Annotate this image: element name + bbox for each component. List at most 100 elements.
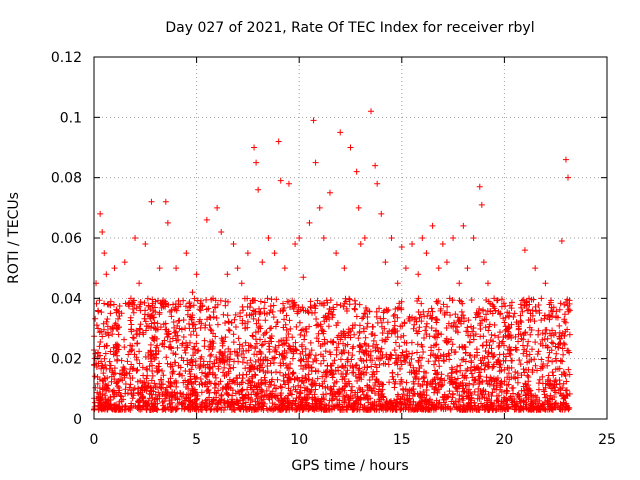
data-point (346, 295, 353, 302)
data-point (191, 346, 198, 353)
data-point (144, 322, 151, 329)
data-point (106, 365, 113, 372)
data-point (329, 311, 336, 318)
data-point (306, 388, 313, 395)
data-point (556, 306, 563, 313)
data-point (495, 356, 502, 363)
data-point (160, 381, 167, 388)
data-point (317, 360, 324, 367)
data-point (257, 323, 264, 330)
data-point (561, 316, 568, 323)
data-point (192, 358, 199, 365)
data-point-peak (162, 198, 169, 205)
data-point (372, 344, 379, 351)
data-point-peak (558, 238, 565, 245)
data-point-peak (497, 310, 504, 317)
data-point (400, 332, 407, 339)
data-point (225, 319, 232, 326)
data-point (104, 323, 111, 330)
data-point (104, 385, 111, 392)
data-point-peak (203, 216, 210, 223)
data-point-peak (419, 235, 426, 241)
data-point (273, 403, 280, 410)
data-point (187, 303, 194, 310)
data-point (260, 396, 267, 403)
data-point (259, 341, 266, 348)
data-point (187, 397, 194, 404)
data-point (371, 406, 378, 413)
data-point (529, 307, 536, 314)
data-point (152, 298, 159, 305)
data-point (431, 386, 438, 393)
data-point (390, 402, 397, 409)
data-point (287, 346, 294, 353)
data-point (550, 372, 557, 379)
data-point (92, 315, 99, 322)
data-point (262, 354, 269, 361)
data-point (209, 401, 216, 408)
data-point (352, 321, 359, 328)
data-point (408, 339, 415, 346)
data-point (95, 308, 102, 315)
data-point (311, 302, 318, 309)
data-point (151, 337, 158, 344)
data-point (161, 405, 168, 412)
data-point (252, 372, 259, 379)
data-point (538, 356, 545, 363)
data-point (434, 369, 441, 376)
data-point (418, 318, 425, 325)
data-point (316, 403, 323, 410)
data-point (213, 394, 220, 401)
data-point-peak (277, 177, 284, 184)
data-point (561, 341, 568, 348)
data-point (557, 340, 564, 347)
data-point (370, 368, 377, 375)
data-point (493, 406, 500, 413)
data-point (290, 369, 297, 376)
data-point (563, 378, 570, 385)
data-point (225, 298, 232, 305)
data-point-peak (210, 295, 217, 302)
data-point (526, 385, 533, 392)
data-point (299, 377, 306, 384)
data-point (499, 399, 506, 406)
data-point (124, 358, 131, 365)
data-point (359, 315, 366, 322)
data-point (349, 383, 356, 390)
data-point (206, 364, 213, 371)
data-point (93, 322, 100, 329)
data-point (239, 320, 246, 327)
x-tick-label: 15 (393, 432, 411, 448)
data-point (110, 301, 117, 308)
data-point (467, 364, 474, 371)
data-point (525, 406, 532, 413)
data-point (125, 351, 132, 358)
data-point (213, 381, 220, 388)
data-point (502, 303, 509, 310)
data-point (171, 391, 178, 398)
data-point (297, 331, 304, 338)
data-point (245, 380, 252, 387)
data-point (422, 327, 429, 334)
data-point (305, 403, 312, 410)
data-point (150, 400, 157, 407)
data-point (482, 347, 489, 354)
data-point (300, 356, 307, 363)
data-point (296, 319, 303, 326)
data-point (121, 336, 128, 343)
data-point (113, 379, 120, 386)
data-point (423, 331, 430, 338)
data-point (233, 396, 240, 403)
data-point-peak (505, 325, 512, 332)
data-point (224, 312, 231, 319)
data-point (380, 309, 387, 316)
data-point-peak (388, 235, 395, 241)
data-point (109, 388, 116, 395)
data-point (244, 318, 251, 325)
data-point (249, 333, 256, 340)
data-point (265, 346, 272, 353)
data-point (344, 406, 351, 413)
data-point (483, 338, 490, 345)
data-point (276, 369, 283, 376)
data-point (487, 374, 494, 381)
